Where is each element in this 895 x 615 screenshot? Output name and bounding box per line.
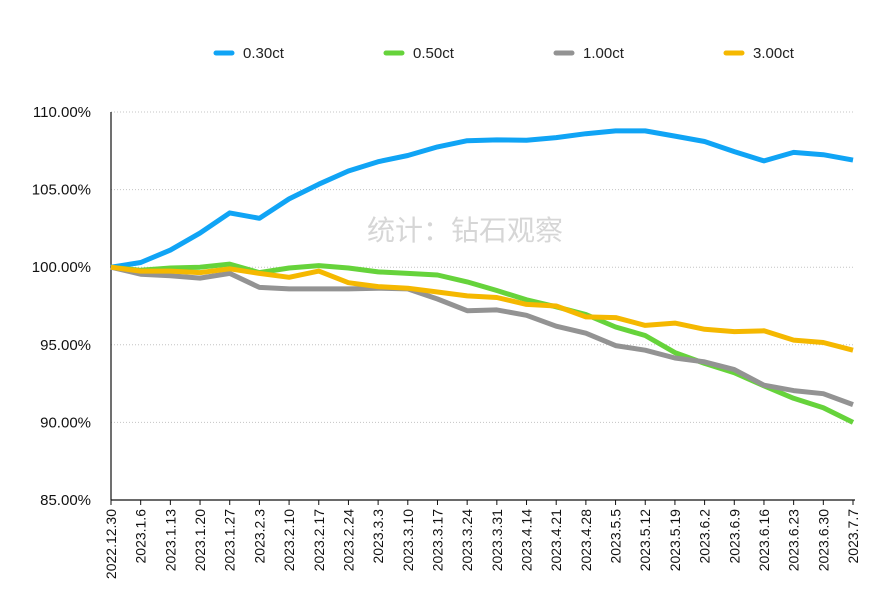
x-tick-label: 2023.3.31: [489, 509, 505, 571]
x-tick-label: 2023.6.23: [786, 509, 802, 571]
series-line-0.50ct: [110, 261, 855, 425]
legend-label: 1.00ct: [583, 45, 625, 62]
y-tick-label: 105.00%: [32, 182, 91, 199]
watermark: 统计：钻石观察: [367, 214, 563, 247]
x-tick-label: 2023.6.2: [697, 509, 713, 564]
y-tick-label: 85.00%: [40, 492, 91, 509]
x-tick-label: 2023.6.30: [815, 509, 831, 571]
x-tick-label: 2023.3.24: [459, 509, 475, 571]
x-tick-label: 2023.2.24: [340, 509, 356, 571]
x-tick-label: 2023.3.3: [370, 509, 386, 564]
x-tick-label: 2022.12.30: [103, 509, 119, 579]
x-tick-label: 2023.1.13: [162, 509, 178, 571]
x-tick-label: 2023.2.17: [311, 509, 327, 571]
x-tick-label: 2023.5.5: [608, 509, 624, 564]
x-tick-label: 2023.1.20: [192, 509, 208, 571]
legend-label: 3.00ct: [753, 45, 795, 62]
legend-label: 0.30ct: [243, 45, 285, 62]
x-tick-label: 2023.7.7: [845, 509, 861, 564]
x-tick-label: 2023.4.28: [578, 509, 594, 571]
series-line-0.30ct: [110, 128, 854, 270]
x-tick-label: 2023.6.9: [726, 509, 742, 564]
legend: 0.30ct 0.50ct 1.00ct 3.00ct: [213, 45, 795, 62]
x-tick-label: 2023.5.19: [667, 509, 683, 571]
y-tick-label: 100.00%: [32, 259, 91, 276]
x-tick-label: 2023.1.6: [133, 509, 149, 564]
x-tick-label: 2023.1.27: [222, 509, 238, 571]
legend-label: 0.50ct: [413, 45, 455, 62]
x-tick-label: 2023.2.3: [251, 509, 267, 564]
y-tick-label: 110.00%: [33, 104, 91, 121]
x-tick-label: 2023.6.16: [756, 509, 772, 571]
axes: 85.00% 90.00% 95.00% 100.00% 105.00% 110.00% 2…: [32, 104, 861, 579]
x-tick-label: 2023.4.21: [548, 509, 564, 571]
x-tick-label: 2023.2.10: [281, 509, 297, 571]
x-tick-label: 2023.3.10: [400, 509, 416, 571]
series-line-1.00ct: [110, 264, 854, 407]
y-tick-label: 95.00%: [40, 337, 91, 354]
x-tick-label: 2023.5.12: [637, 509, 653, 571]
x-tick-label: 2023.3.17: [429, 509, 445, 571]
x-tick-label: 2023.4.14: [519, 509, 535, 571]
series-line-3.00ct: [110, 264, 854, 353]
y-tick-label: 90.00%: [40, 414, 91, 431]
series-layer: [110, 128, 855, 425]
